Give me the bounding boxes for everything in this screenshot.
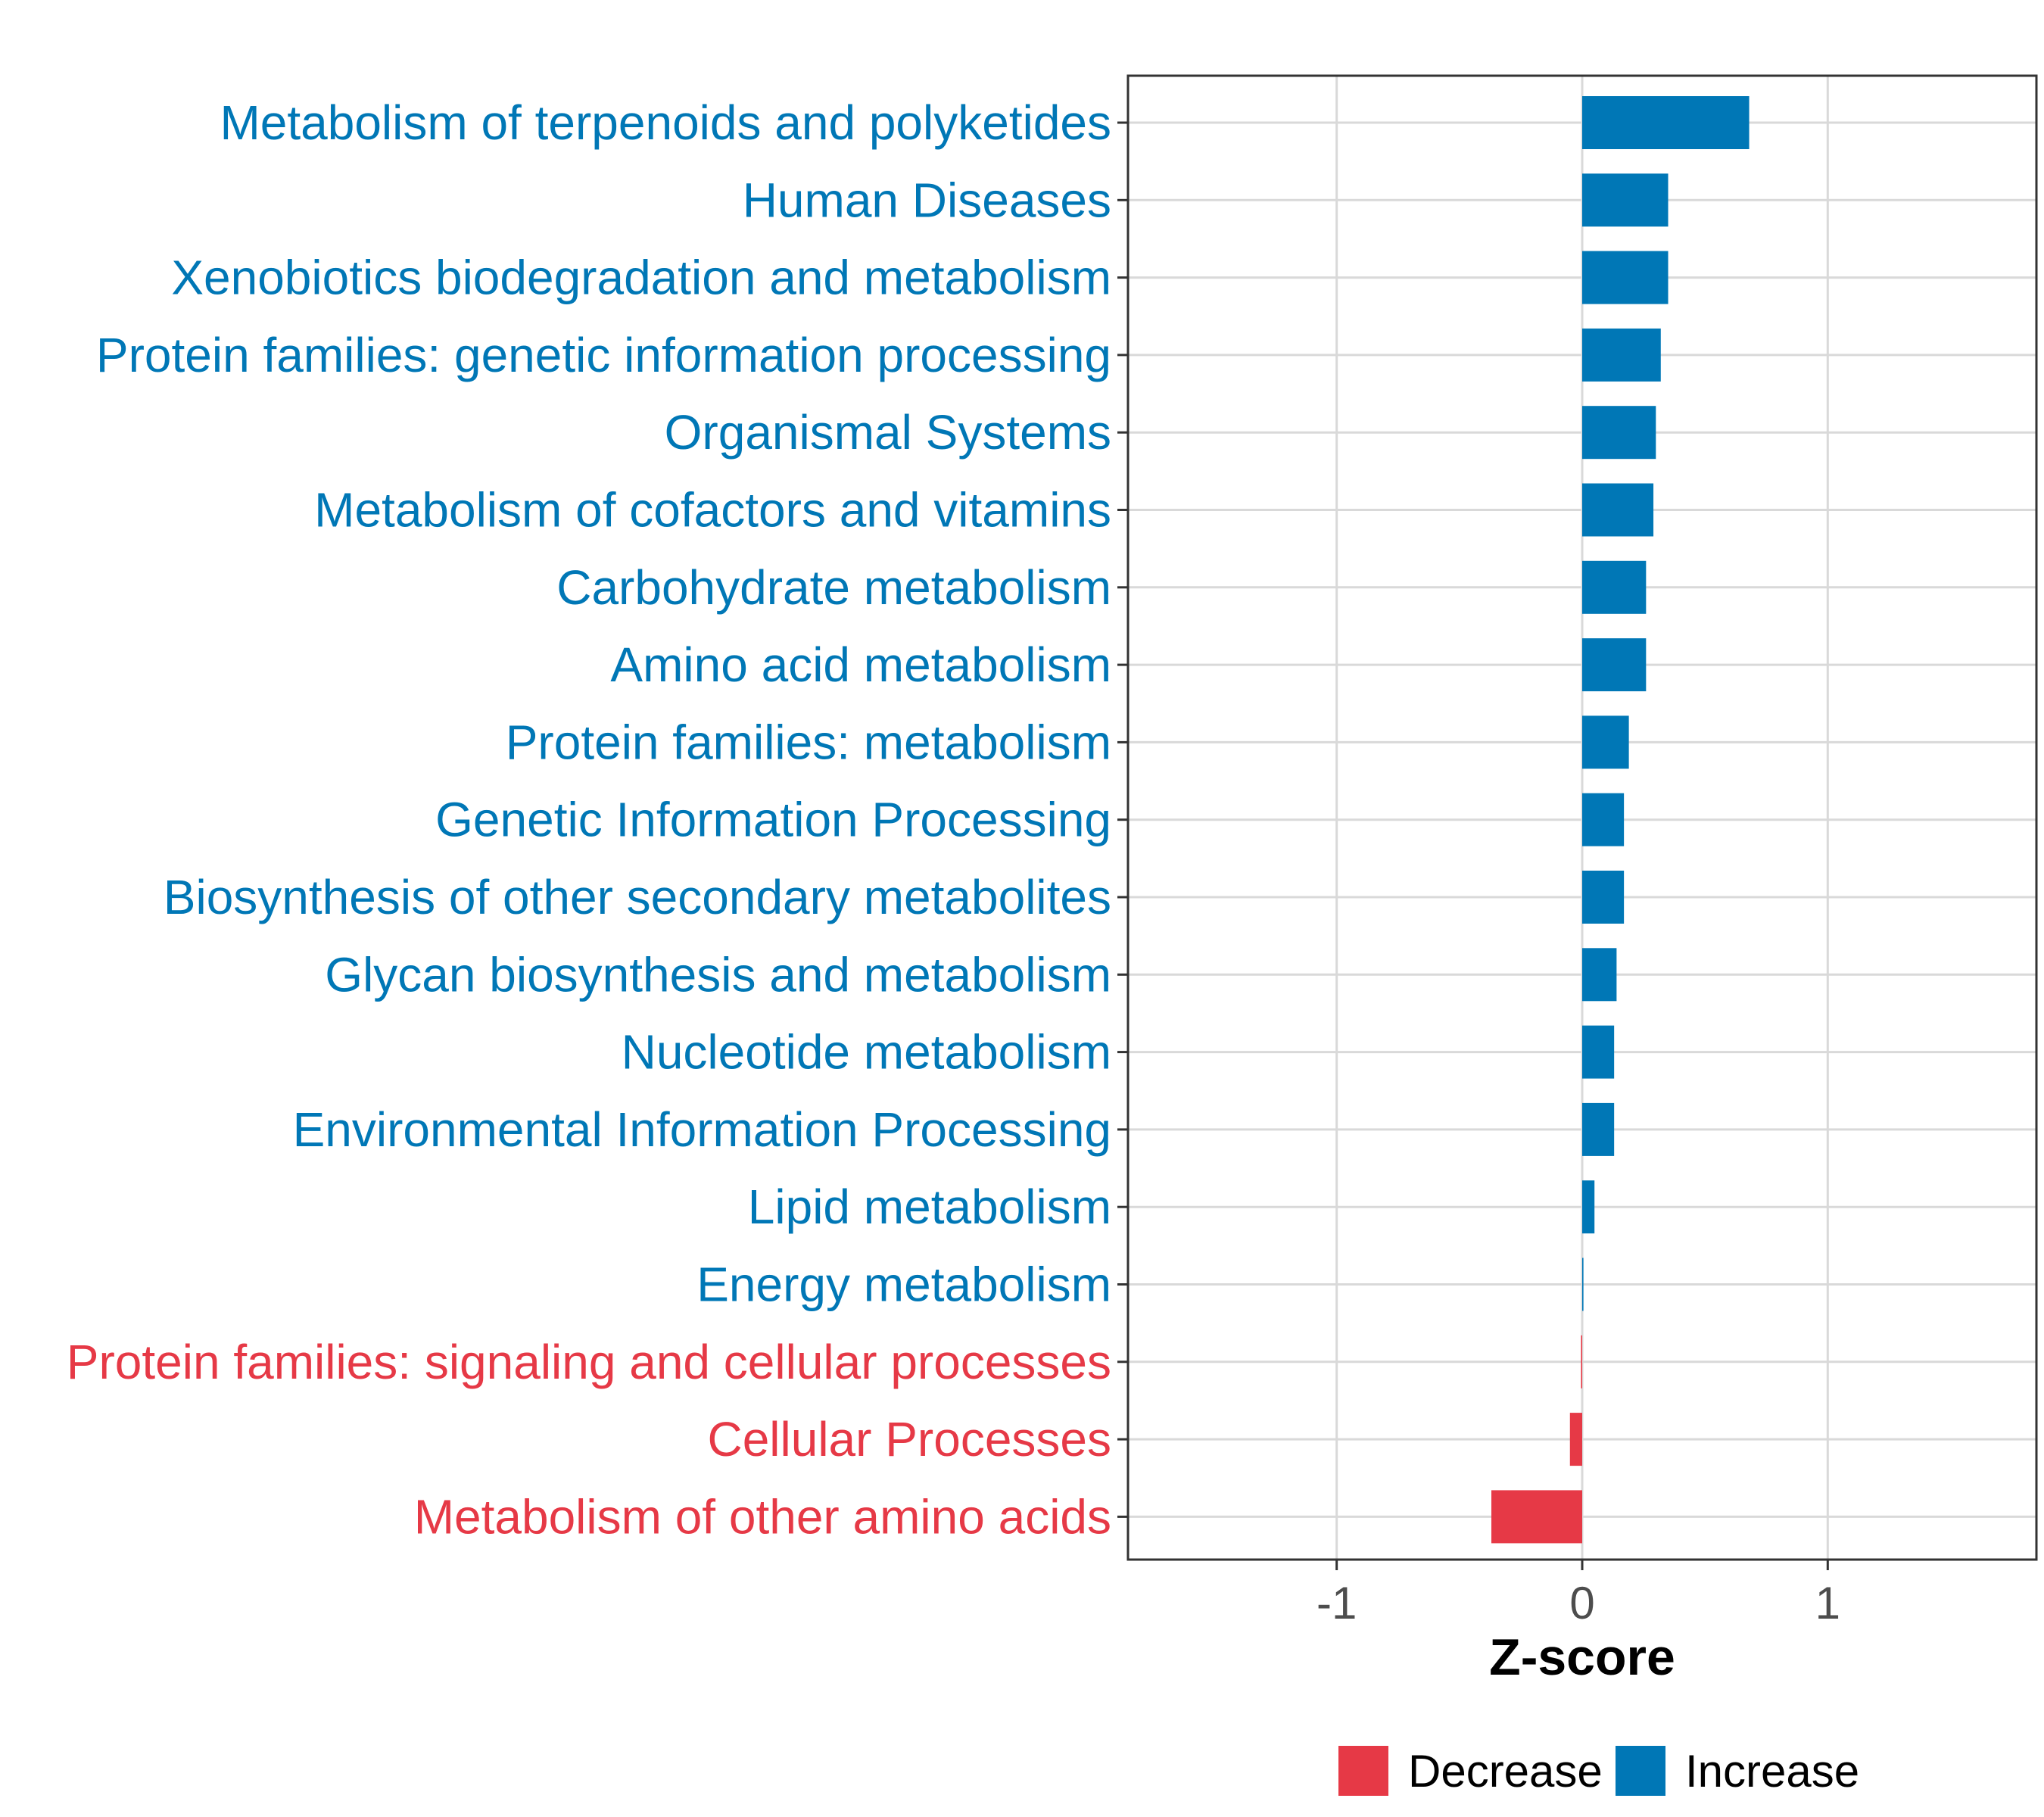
- category-label: Xenobiotics biodegradation and metabolis…: [171, 251, 1111, 305]
- x-axis-title: Z-score: [1489, 1628, 1675, 1686]
- bar: [1491, 1490, 1582, 1544]
- category-label: Energy metabolism: [696, 1258, 1111, 1312]
- category-label: Nucleotide metabolism: [622, 1025, 1111, 1080]
- legend: Decrease Increase: [1338, 1746, 1859, 1797]
- x-tick-label: 1: [1815, 1578, 1840, 1628]
- bar: [1569, 1413, 1582, 1466]
- category-label: Genetic Information Processing: [435, 793, 1111, 847]
- x-tick-label: 0: [1569, 1578, 1594, 1628]
- category-label: Lipid metabolism: [748, 1180, 1111, 1234]
- bar: [1582, 406, 1656, 460]
- category-label: Metabolism of other amino acids: [414, 1489, 1111, 1544]
- bar: [1582, 948, 1617, 1002]
- bar: [1582, 1102, 1615, 1156]
- legend-label: Increase: [1685, 1746, 1859, 1797]
- bar: [1582, 251, 1669, 304]
- bar: [1582, 1025, 1615, 1079]
- legend-swatch: [1338, 1746, 1388, 1796]
- category-label: Carbohydrate metabolism: [556, 560, 1111, 615]
- bars: [1491, 96, 1750, 1544]
- category-labels: Metabolism of terpenoids and polyketides…: [67, 95, 1128, 1544]
- category-label: Environmental Information Processing: [293, 1102, 1111, 1157]
- bar: [1582, 793, 1625, 846]
- x-tick-label: -1: [1316, 1578, 1357, 1628]
- category-label: Cellular Processes: [707, 1412, 1111, 1466]
- bar: [1582, 1180, 1595, 1234]
- category-label: Protein families: signaling and cellular…: [67, 1335, 1111, 1389]
- category-label: Biosynthesis of other secondary metaboli…: [164, 870, 1111, 924]
- category-label: Amino acid metabolism: [610, 637, 1111, 692]
- category-label: Metabolism of terpenoids and polyketides: [220, 95, 1111, 150]
- category-label: Metabolism of cofactors and vitamins: [314, 483, 1111, 538]
- bar: [1582, 483, 1654, 537]
- legend-label: Decrease: [1408, 1746, 1603, 1797]
- x-axis-ticks: -1 0 1: [1316, 1560, 1840, 1628]
- bar: [1581, 1335, 1582, 1388]
- bar: [1582, 638, 1647, 692]
- category-label: Organismal Systems: [665, 405, 1111, 460]
- bar: [1582, 96, 1750, 149]
- legend-swatch: [1616, 1746, 1665, 1796]
- bar: [1582, 715, 1629, 769]
- category-label: Protein families: genetic information pr…: [96, 328, 1111, 382]
- category-label: Human Diseases: [743, 173, 1111, 227]
- bar: [1582, 328, 1661, 382]
- bar: [1582, 1258, 1584, 1311]
- bar: [1582, 871, 1625, 924]
- bar: [1582, 173, 1669, 227]
- category-label: Protein families: metabolism: [506, 715, 1111, 769]
- bar: [1582, 560, 1647, 614]
- category-label: Glycan biosynthesis and metabolism: [325, 947, 1111, 1002]
